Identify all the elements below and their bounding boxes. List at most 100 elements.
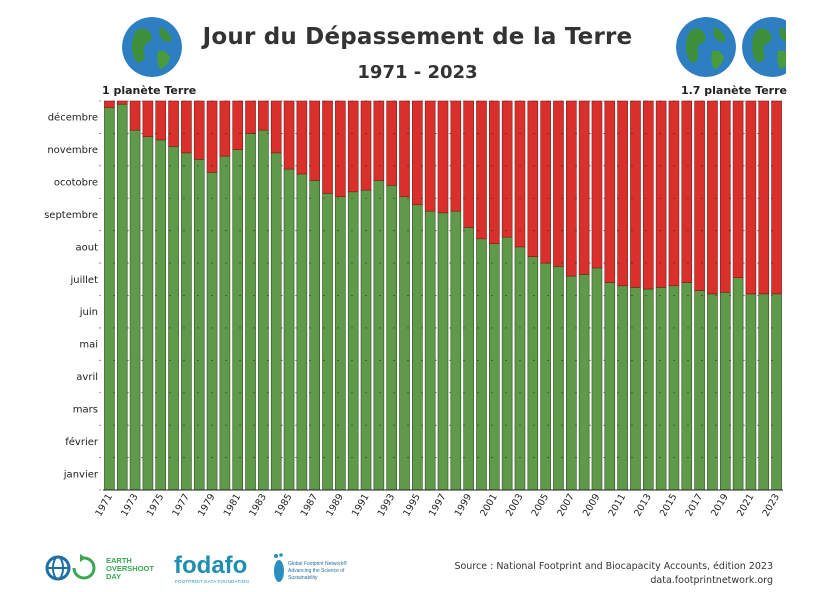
- bar-red-1975: [155, 100, 167, 141]
- bar-green-2016: [681, 282, 693, 491]
- bar-red-1991: [360, 100, 372, 191]
- bar-red-1972: [116, 100, 128, 105]
- bar-red-2004: [527, 100, 539, 257]
- bar-green-1981: [232, 149, 244, 491]
- bar-green-2023: [771, 293, 782, 491]
- bar-green-2008: [578, 274, 590, 491]
- chart-title: Jour du Dépassement de la Terre: [202, 24, 633, 50]
- x-tick-label: 2011: [607, 492, 629, 518]
- x-tick-label: 1987: [299, 492, 321, 518]
- x-tick-label: 2015: [658, 492, 680, 518]
- bar-green-1989: [335, 196, 346, 491]
- bar-green-2002: [501, 236, 513, 491]
- bar-red-1993: [386, 100, 397, 186]
- bar-green-1974: [142, 136, 154, 491]
- bar-red-2003: [514, 100, 526, 248]
- bar-red-1987: [309, 100, 321, 181]
- x-tick-label: 1999: [453, 492, 475, 518]
- fodafo-logo-icon: fodafo: [174, 552, 248, 579]
- bar-red-2013: [642, 100, 654, 290]
- bar-red-1982: [245, 100, 256, 134]
- bar-red-2005: [540, 100, 551, 264]
- bar-red-1980: [219, 100, 231, 157]
- bar-green-2004: [527, 256, 539, 491]
- bar-red-1994: [399, 100, 410, 197]
- label-one-point-seven-planets: 1.7 planète Terre: [680, 84, 787, 97]
- bar-green-1977: [181, 152, 192, 491]
- bar-red-1992: [373, 100, 385, 181]
- x-tick-label: 1977: [170, 492, 192, 518]
- x-tick-label: 1971: [93, 492, 115, 518]
- eod-logo-line: DAY: [106, 572, 122, 581]
- bar-green-2006: [553, 266, 564, 491]
- bar-green-2022: [758, 293, 770, 491]
- x-tick-label: 1993: [376, 492, 398, 518]
- x-tick-label: 1975: [145, 492, 167, 518]
- bar-green-2014: [655, 287, 667, 491]
- eod-logo-line: EARTH: [106, 556, 132, 565]
- bar-red-1997: [437, 100, 449, 214]
- bar-green-1993: [386, 184, 397, 491]
- bar-green-1975: [155, 139, 167, 491]
- bar-red-1985: [283, 100, 295, 170]
- global-footprint-network-logo-icon: [274, 553, 284, 582]
- bar-green-2009: [591, 267, 603, 491]
- bar-red-1996: [424, 100, 436, 212]
- earth-overshoot-day-logo-icon: [45, 554, 96, 581]
- bar-red-1988: [322, 100, 333, 194]
- bar-green-2011: [617, 285, 628, 491]
- y-tick-label: septembre: [44, 210, 98, 221]
- partner-logos: EARTH OVERSHOOT DAY fodafo FOOTPRINT DAT…: [40, 548, 370, 588]
- bar-red-2018: [707, 100, 718, 295]
- bar-green-2010: [604, 282, 616, 491]
- bar-green-1994: [399, 196, 410, 491]
- bar-red-2016: [681, 100, 693, 283]
- y-tick-label: mars: [73, 404, 98, 415]
- y-tick-label: mai: [79, 340, 98, 351]
- x-tick-label: 2003: [504, 492, 526, 518]
- bar-red-2023: [771, 100, 782, 295]
- x-tick-label: 2001: [478, 492, 500, 518]
- bar-green-1982: [245, 133, 256, 491]
- bar-green-1992: [373, 180, 385, 491]
- bar-green-2001: [489, 243, 500, 491]
- gfn-logo-line: Global Footprint Network®: [288, 561, 347, 567]
- bar-red-2019: [719, 100, 731, 293]
- x-tick-label: 1995: [401, 492, 423, 518]
- bar-red-2000: [476, 100, 487, 240]
- earth-globe-icon: [122, 17, 182, 77]
- bar-red-2012: [630, 100, 641, 288]
- x-tick-label: 2009: [581, 492, 603, 518]
- y-tick-label: aout: [75, 242, 98, 253]
- bar-green-2012: [630, 287, 641, 491]
- x-tick-label: 1973: [119, 492, 141, 518]
- bar-green-2020: [732, 277, 744, 491]
- bar-green-1991: [360, 189, 372, 491]
- bar-green-1995: [412, 204, 423, 491]
- bar-red-1976: [168, 100, 179, 147]
- bar-red-1974: [142, 100, 154, 137]
- earth-globe-icon: [742, 17, 786, 77]
- bar-green-2019: [719, 291, 731, 491]
- bar-green-2000: [476, 238, 487, 491]
- bar-red-2010: [604, 100, 616, 283]
- x-tick-label: 1981: [222, 492, 244, 518]
- x-tick-label: 1997: [427, 492, 449, 518]
- x-tick-label: 1985: [273, 492, 295, 518]
- bar-green-1996: [424, 210, 436, 491]
- bar-green-2003: [514, 246, 526, 491]
- bar-red-2014: [655, 100, 667, 288]
- bar-red-1973: [129, 100, 141, 131]
- bar-red-2017: [694, 100, 705, 291]
- source-citation: Source : National Footprint and Biocapac…: [454, 561, 773, 572]
- bar-green-1998: [450, 210, 462, 491]
- bar-green-1988: [322, 193, 333, 491]
- fodafo-logo-subtitle: FOOTPRINT DATA FOUNDATION: [175, 579, 249, 584]
- bar-green-2021: [745, 293, 757, 491]
- y-tick-label: ocotobre: [54, 178, 98, 189]
- chart-subtitle: 1971 - 2023: [357, 62, 478, 83]
- bar-red-1977: [181, 100, 192, 154]
- bar-green-2017: [694, 290, 705, 491]
- source-note: Source : National Footprint and Biocapac…: [454, 560, 773, 588]
